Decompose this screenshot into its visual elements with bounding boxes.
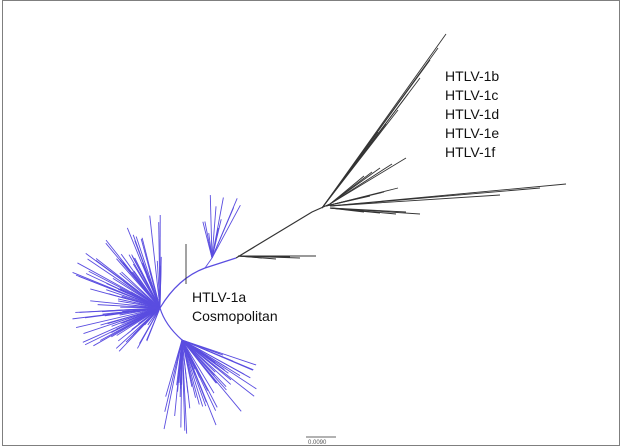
branch-htlv-1b [321,131,379,209]
branch-cosmo-upper-left [87,258,161,309]
branch-cosmo-lower-right [181,339,217,411]
branch-cosmo-lower-left [137,307,161,349]
cosmopolitan-backbone [159,257,237,341]
branch-htlv-1g [237,255,263,259]
branch-cosmo-lower-right [181,339,204,407]
branch-htlv-1e [329,194,501,207]
branch-htlv-1f [329,207,365,213]
branch-cosmo-top [202,221,213,259]
scale-bar-label: 0.0090 [308,440,327,446]
branch-cosmo-top [211,206,217,259]
branch-cosmo-upper-left [135,236,161,309]
label-htlv-1c: HTLV-1c [445,87,499,103]
branch-cosmo-top [211,207,235,259]
branch-cosmo-lower-left [116,307,161,336]
branch-cosmo-left [107,307,161,325]
label-htlv-1f: HTLV-1f [445,144,496,160]
branch-htlv-1c [329,163,393,205]
backbone-branch [235,203,331,259]
branch-cosmo-lower-left [122,307,161,324]
branch-cosmo-left [90,288,161,309]
branch-cosmo-left [75,307,161,328]
branch-htlv-1f [329,207,407,213]
branch-cosmo-upper-left [112,277,161,309]
branch-cosmo-upper-left [126,227,161,309]
branch-cosmo-upper-left [149,215,161,309]
cosmopolitan-branches [72,195,257,434]
branch-cosmo-lower-right [181,339,207,407]
branch-cosmo-lower-right [181,339,217,426]
branch-cosmo-bottom [176,339,183,386]
branch-cosmo-left [101,307,161,313]
branch-cosmo-bottom [181,339,188,434]
branch-cosmo-upper-left [131,254,161,309]
branch-cosmo-top-stem [204,257,213,269]
branch-cosmo-upper-left [156,260,161,309]
branch-cosmo-lower-right [181,339,241,377]
branch-cosmo-upper-left [85,273,161,309]
branch-htlv-1g [237,255,291,258]
branch-cosmo-upper-left [105,239,161,309]
label-cosmopolitan: Cosmopolitan [192,308,278,324]
branch-cosmo-left [97,304,161,309]
branch-cosmo-top [211,227,219,259]
branch-cosmo-lower-right [181,339,234,362]
branch-cosmo-upper-left [158,222,161,309]
branch-cosmo-lower-right [181,339,225,371]
label-htlv-1e: HTLV-1e [445,125,500,141]
branch-cosmo-lower-left [118,307,161,352]
branch-htlv-1d [325,197,361,207]
branch-cosmo-lower-left [115,307,161,330]
label-htlv-1b: HTLV-1b [445,68,500,84]
branch-cosmo-lower-right [181,339,255,397]
branch-cosmo-lower-right [181,339,227,388]
branch-cosmo-left [90,300,161,309]
branch-cosmo-upper-left [85,253,161,309]
branch-cosmo-lower-right [181,339,218,408]
branch-cosmo-bottom [163,339,183,430]
branch-htlv-1c [329,175,365,205]
branch-cosmo-lower-left [146,307,161,342]
branch-cosmo-lower-right [181,339,232,385]
branch-htlv-1e [329,187,541,207]
branch-cosmo-lower-right [181,339,245,375]
branch-cosmo-upper-left [140,238,161,309]
branch-cosmo-lower-right [181,339,215,394]
backbone-curve-upper [159,257,237,309]
branch-cosmo-bottom [181,339,200,405]
other-subtypes-branches [185,33,567,284]
branch-cosmo-bottom [164,339,183,412]
branch-cosmo-upper-left [119,272,161,309]
tree-backbone [235,203,331,259]
branch-cosmo-top [209,195,213,259]
branch-cosmo-bottom [181,339,191,409]
branch-cosmo-lower-right [181,339,217,384]
label-htlv-1a: HTLV-1a [192,289,247,305]
branch-cosmo-upper-left [72,271,161,309]
branch-cosmo-top [211,204,241,259]
backbone-curve-lower [159,307,183,341]
branch-cosmo-left [72,307,161,320]
branch-cosmo-left [117,300,161,309]
branch-cosmo-bottom [180,339,183,381]
label-htlv-1d: HTLV-1d [445,106,500,122]
branch-cosmo-lower-left [138,307,161,325]
